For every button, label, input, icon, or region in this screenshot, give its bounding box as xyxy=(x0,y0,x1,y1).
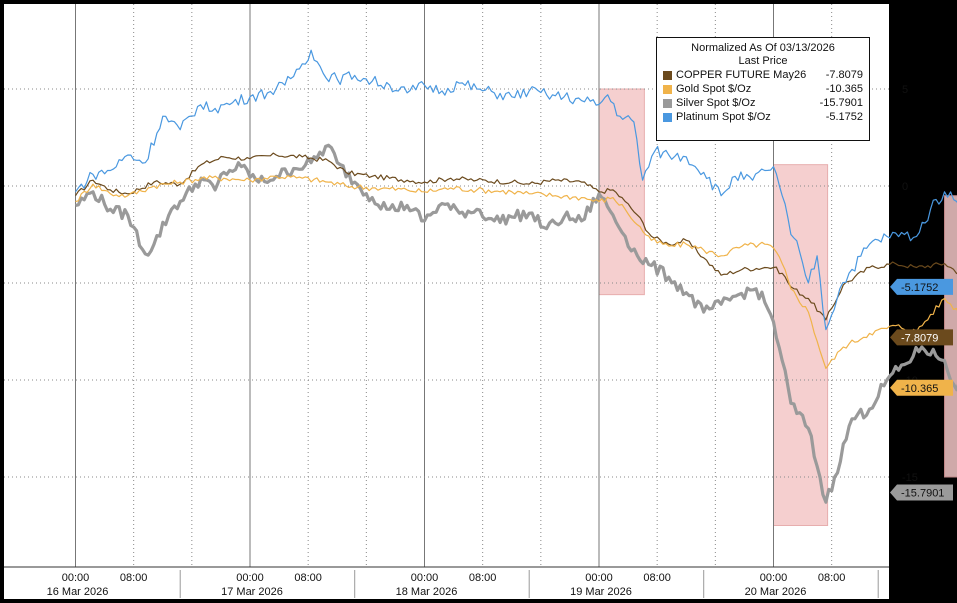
series-line-gold xyxy=(75,175,957,369)
chart-subtitle: Last Price xyxy=(738,55,788,67)
legend-label-gold: Gold Spot $/Oz xyxy=(676,83,752,95)
last-value-tag-text: -5.1752 xyxy=(901,282,938,294)
series-line-platinum xyxy=(75,49,957,331)
last-value-tag-shape xyxy=(890,329,953,346)
last-value-tag-text: -7.8079 xyxy=(901,332,938,344)
last-value-tag-silver: -15.7901 xyxy=(890,484,953,501)
x-day-label: 16 Mar 2026 xyxy=(47,586,109,598)
x-time-label: 00:00 xyxy=(585,572,613,584)
legend-value-platinum: -5.1752 xyxy=(825,111,863,123)
highlight-band-1 xyxy=(598,88,645,296)
legend-swatch-gold xyxy=(663,84,672,94)
legend-swatch-silver xyxy=(663,98,672,108)
legend-swatch-platinum xyxy=(663,112,672,122)
x-axis-band xyxy=(4,567,889,599)
legend-entry-platinum: Platinum Spot $/Oz -5.1752 xyxy=(663,110,863,124)
y-tick-label: -15 xyxy=(902,472,918,484)
series-line-silver xyxy=(75,143,957,504)
legend-entry-silver: Silver Spot $/Oz -15.7901 xyxy=(663,96,863,110)
last-value-tag-text: -10.365 xyxy=(901,383,938,395)
x-time-label: 00:00 xyxy=(760,572,788,584)
x-day-label: 19 Mar 2026 xyxy=(570,586,632,598)
last-value-tag-platinum: -5.1752 xyxy=(890,278,953,295)
x-day-label: 18 Mar 2026 xyxy=(396,586,458,598)
legend-entry-copper: COPPER FUTURE May26 -7.8079 xyxy=(663,68,863,82)
x-time-label: 08:00 xyxy=(120,572,148,584)
x-time-label: 08:00 xyxy=(469,572,497,584)
last-value-tag-shape xyxy=(890,278,953,295)
last-value-tag-gold: -10.365 xyxy=(890,379,953,396)
last-value-tag-copper: -7.8079 xyxy=(890,329,953,346)
x-day-label: 20 Mar 2026 xyxy=(745,586,807,598)
legend-entry-gold: Gold Spot $/Oz -10.365 xyxy=(663,82,863,96)
chart-title: Normalized As Of 03/13/2026 xyxy=(691,42,835,54)
last-value-tag-shape xyxy=(890,379,953,396)
legend-swatch-copper xyxy=(663,70,672,80)
series-line-copper xyxy=(74,152,957,321)
y-tick-label: 5 xyxy=(902,84,908,96)
legend-label-platinum: Platinum Spot $/Oz xyxy=(676,111,771,123)
x-day-label: 17 Mar 2026 xyxy=(221,586,283,598)
legend-label-silver: Silver Spot $/Oz xyxy=(676,97,756,109)
last-value-tag-text: -15.7901 xyxy=(901,488,944,500)
x-time-label: 08:00 xyxy=(643,572,671,584)
legend-label-copper: COPPER FUTURE May26 xyxy=(676,69,807,81)
x-time-label: 00:00 xyxy=(411,572,439,584)
last-value-tag-shape xyxy=(890,484,953,501)
legend-value-gold: -10.365 xyxy=(825,83,863,95)
legend: Normalized As Of 03/13/2026 Last Price C… xyxy=(656,37,870,141)
x-time-label: 08:00 xyxy=(294,572,322,584)
legend-value-silver: -15.7901 xyxy=(819,97,863,109)
x-time-label: 00:00 xyxy=(62,572,90,584)
y-tick-label: 0 xyxy=(902,181,908,193)
x-time-label: 00:00 xyxy=(236,572,264,584)
x-time-label: 08:00 xyxy=(818,572,846,584)
legend-value-copper: -7.8079 xyxy=(825,69,863,81)
